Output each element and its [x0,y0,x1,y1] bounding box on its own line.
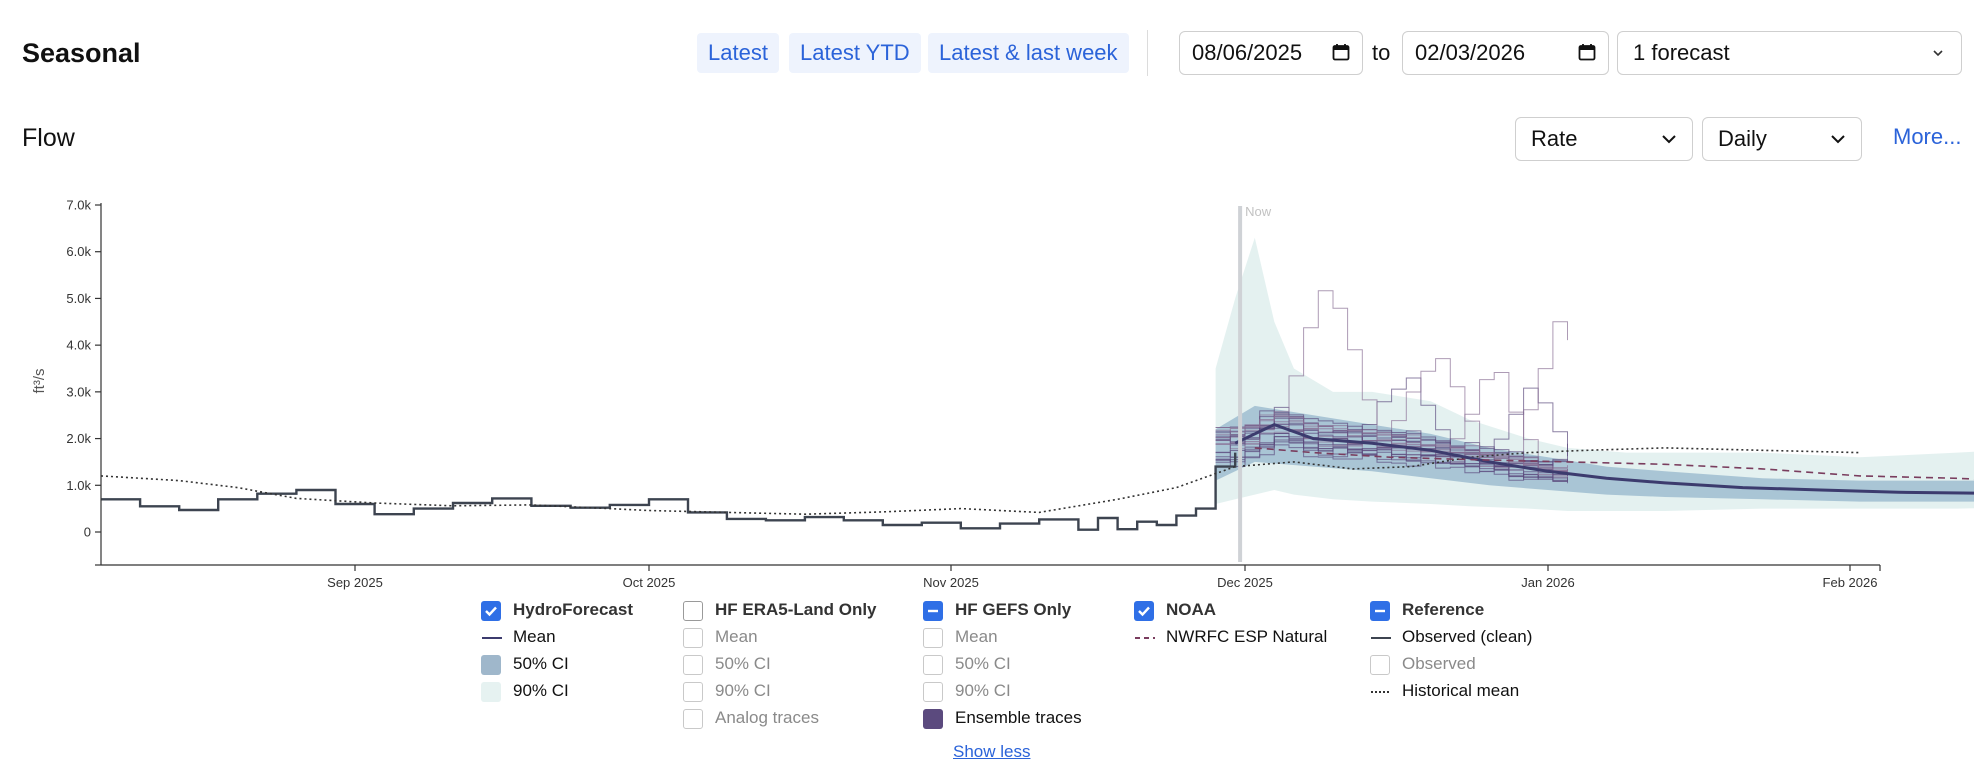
x-tick-label: Dec 2025 [1217,575,1273,590]
y-axis-label: ft³/s [31,369,48,394]
x-tick-label: Nov 2025 [923,575,979,590]
series-nwrfc-esp-natural [1254,447,1974,480]
ensemble-trace [1215,433,1568,482]
to-label: to [1372,40,1391,65]
checkbox-unchecked[interactable] [683,628,703,648]
checkbox-unchecked[interactable] [683,601,703,621]
minus-icon [1375,609,1385,613]
y-tick-label: 1.0k [66,478,91,493]
now-label: Now [1245,204,1272,219]
checkbox-unchecked[interactable] [683,682,703,702]
calendar-icon[interactable] [1332,43,1350,61]
legend-group-label: Reference [1402,600,1485,619]
legend-item-label: 50% CI [955,654,1011,673]
ensemble-trace [1215,290,1568,473]
latest-button[interactable]: Latest [697,33,779,73]
y-tick-label: 2.0k [66,431,91,446]
x-tick-label: Sep 2025 [327,575,383,590]
series-observed-clean- [101,452,1237,531]
legend-item-label: Observed (clean) [1402,627,1533,646]
line-line-icon [481,628,502,648]
forecast-select-value: 1 forecast [1633,40,1730,65]
line-swatch-icon [482,637,502,639]
rate-select-value: Rate [1531,126,1578,151]
legend-item-label: Historical mean [1402,681,1520,700]
header-divider [1147,30,1148,76]
swatch-icon [923,709,943,729]
checkbox-unchecked[interactable] [683,709,703,729]
checkbox-indeterminate[interactable] [923,601,943,621]
flow-chart[interactable]: Now 7.0k 6.0k 5.0k 4.0k 3.0k 2.0k 1.0k 0 Sep 2025… [0,190,1974,590]
legend-item-label: Mean [513,627,556,646]
legend-item-label: 50% CI [715,654,771,673]
line-swatch-icon [1371,637,1391,639]
checkbox-unchecked[interactable] [683,655,703,675]
minus-icon [928,609,938,613]
show-less-link[interactable]: Show less [953,742,1031,761]
check-icon [1138,606,1150,617]
y-tick-label: 7.0k [66,198,91,213]
line-swatch-icon [1371,691,1391,693]
legend-item-label: 90% CI [955,681,1011,700]
latest-ytd-button[interactable]: Latest YTD [789,33,921,73]
check-icon [485,606,497,617]
chart-axes: Now 7.0k 6.0k 5.0k 4.0k 3.0k 2.0k 1.0k 0 Sep 2025… [31,198,1881,590]
y-tick-label: 0 [84,525,91,540]
y-tick-label: 5.0k [66,291,91,306]
legend-item-label: 90% CI [513,681,569,700]
chevron-down-icon [1831,135,1845,144]
y-tick-label: 6.0k [66,244,91,259]
series-lines [100,422,1974,531]
legend-item-label: NWRFC ESP Natural [1166,627,1328,646]
checkbox-indeterminate[interactable] [1370,601,1390,621]
legend-group-label: HF GEFS Only [955,600,1072,619]
y-tick-label: 4.0k [66,338,91,353]
series-mean [1234,422,1974,495]
swatch-icon [481,682,501,702]
interval-select-value: Daily [1718,126,1767,151]
checkbox-unchecked[interactable] [923,628,943,648]
dotted-line-icon [1370,682,1391,702]
checkbox-unchecked[interactable] [1370,655,1390,675]
legend-item-label: Mean [955,627,998,646]
rate-select[interactable]: Rate [1515,117,1693,161]
checkbox-checked[interactable] [481,601,501,621]
panel-title: Flow [22,124,75,152]
legend-group-label: HydroForecast [513,600,633,619]
x-tick-label: Feb 2026 [1823,575,1878,590]
date-from-input[interactable]: 08/06/2025 [1179,31,1363,75]
checkbox-checked[interactable] [1134,601,1154,621]
calendar-icon[interactable] [1578,43,1596,61]
latest-last-week-button[interactable]: Latest & last week [928,33,1129,73]
legend-item-label: Analog traces [715,708,819,727]
x-tick-label: Jan 2026 [1521,575,1575,590]
date-to-input[interactable]: 02/03/2026 [1402,31,1609,75]
date-from-value: 08/06/2025 [1192,40,1303,65]
more-link[interactable]: More... [1893,124,1962,149]
checkbox-unchecked[interactable] [923,655,943,675]
line-line-icon [1370,628,1391,648]
forecast-select[interactable]: 1 forecast [1617,31,1962,75]
series-historical-mean [100,447,1860,516]
y-tick-label: 3.0k [66,384,91,399]
legend-item-label: 50% CI [513,654,569,673]
checkbox-unchecked[interactable] [923,682,943,702]
chevron-down-icon [1662,135,1676,144]
x-tick-label: Oct 2025 [623,575,676,590]
line-swatch-icon [1135,637,1155,639]
legend-item-label: 90% CI [715,681,771,700]
interval-select[interactable]: Daily [1702,117,1862,161]
legend-item-label: Mean [715,627,758,646]
legend-item-label: Observed [1402,654,1476,673]
dashed-line-icon [1134,628,1155,648]
legend-item-label: Ensemble traces [955,708,1082,727]
legend-group-label: NOAA [1166,600,1217,619]
ci-bands [1215,237,1974,511]
legend-group-label: HF ERA5-Land Only [715,600,877,619]
chevron-down-icon [1933,50,1943,57]
date-to-value: 02/03/2026 [1415,40,1526,65]
swatch-icon [481,655,501,675]
page-title: Seasonal [22,38,141,68]
